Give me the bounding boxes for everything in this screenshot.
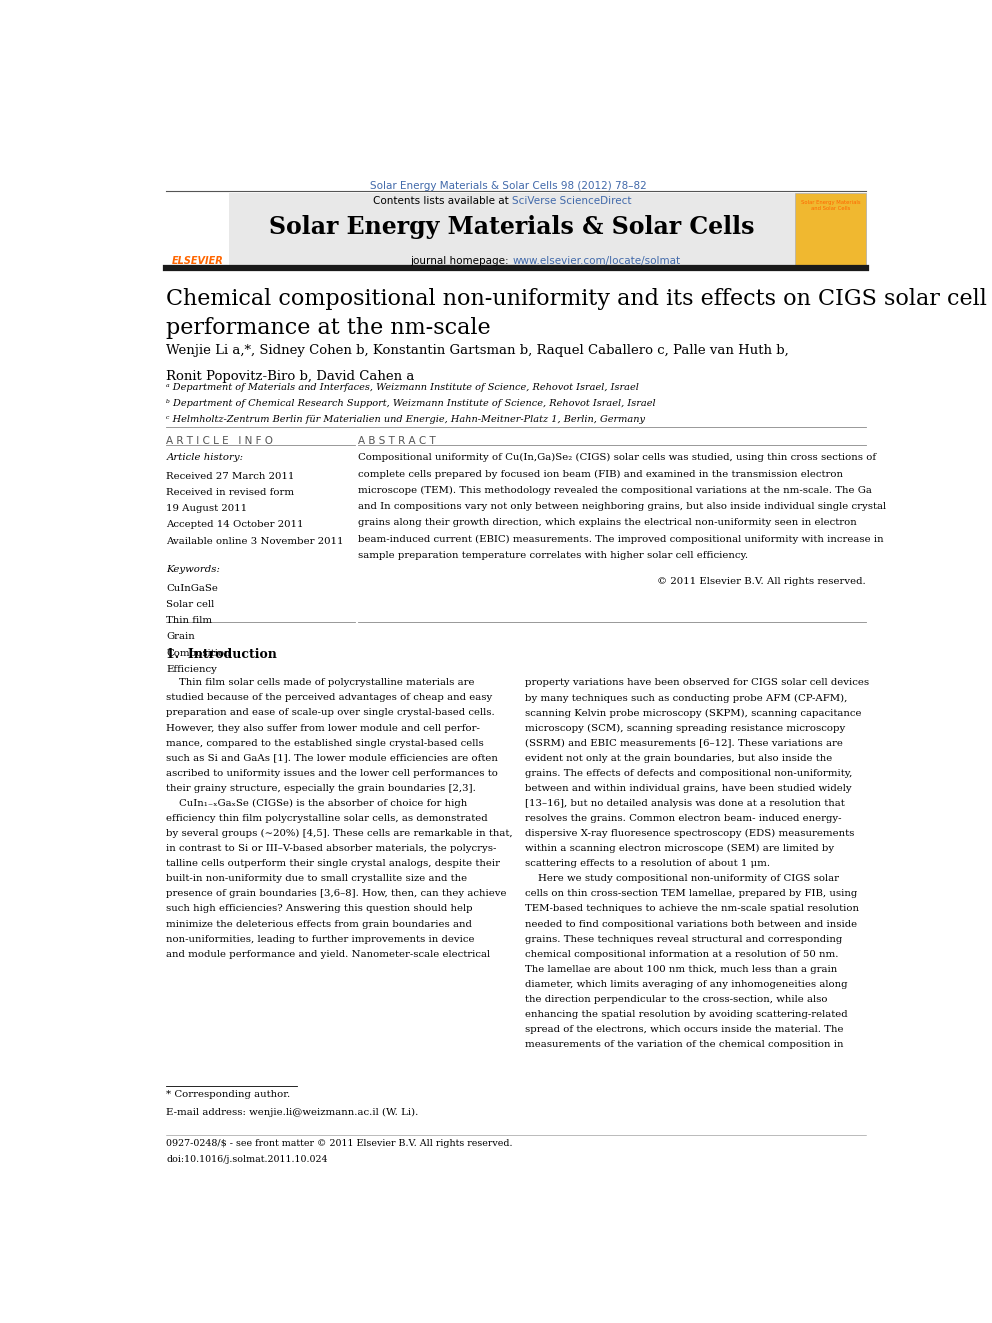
Text: grains along their growth direction, which explains the electrical non-uniformit: grains along their growth direction, whi… bbox=[358, 519, 857, 528]
Text: spread of the electrons, which occurs inside the material. The: spread of the electrons, which occurs in… bbox=[526, 1025, 844, 1035]
Text: ELSEVIER: ELSEVIER bbox=[172, 255, 223, 266]
Text: 0927-0248/$ - see front matter © 2011 Elsevier B.V. All rights reserved.: 0927-0248/$ - see front matter © 2011 El… bbox=[167, 1139, 513, 1148]
Bar bbox=[167, 193, 229, 266]
Text: mance, compared to the established single crystal-based cells: mance, compared to the established singl… bbox=[167, 738, 484, 747]
Text: Efficiency: Efficiency bbox=[167, 665, 217, 673]
Text: dispersive X-ray fluoresence spectroscopy (EDS) measurements: dispersive X-ray fluoresence spectroscop… bbox=[526, 830, 855, 839]
Text: Solar Energy Materials & Solar Cells 98 (2012) 78–82: Solar Energy Materials & Solar Cells 98 … bbox=[370, 181, 647, 191]
Text: ᵃ Department of Materials and Interfaces, Weizmann Institute of Science, Rehovot: ᵃ Department of Materials and Interfaces… bbox=[167, 382, 639, 392]
Bar bbox=[796, 193, 866, 266]
Text: CuIn₁₋ₓGaₓSe (CIGSe) is the absorber of choice for high: CuIn₁₋ₓGaₓSe (CIGSe) is the absorber of … bbox=[167, 799, 467, 808]
Text: sample preparation temperature correlates with higher solar cell efficiency.: sample preparation temperature correlate… bbox=[358, 550, 749, 560]
Text: resolves the grains. Common electron beam- induced energy-: resolves the grains. Common electron bea… bbox=[526, 814, 842, 823]
Text: Thin film solar cells made of polycrystalline materials are: Thin film solar cells made of polycrysta… bbox=[167, 679, 475, 688]
Text: minimize the deleterious effects from grain boundaries and: minimize the deleterious effects from gr… bbox=[167, 919, 472, 929]
Text: Contents lists available at: Contents lists available at bbox=[373, 196, 512, 206]
Text: beam-induced current (EBIC) measurements. The improved compositional uniformity : beam-induced current (EBIC) measurements… bbox=[358, 534, 884, 544]
Text: Chemical compositional non-uniformity and its effects on CIGS solar cell: Chemical compositional non-uniformity an… bbox=[167, 288, 987, 310]
Text: Accepted 14 October 2011: Accepted 14 October 2011 bbox=[167, 520, 304, 529]
Text: Composition: Composition bbox=[167, 648, 231, 658]
Text: preparation and ease of scale-up over single crystal-based cells.: preparation and ease of scale-up over si… bbox=[167, 708, 495, 717]
Text: between and within individual grains, have been studied widely: between and within individual grains, ha… bbox=[526, 783, 852, 792]
Text: Compositional uniformity of Cu(In,Ga)Se₂ (CIGS) solar cells was studied, using t: Compositional uniformity of Cu(In,Ga)Se₂… bbox=[358, 454, 877, 462]
Text: such as Si and GaAs [1]. The lower module efficiencies are often: such as Si and GaAs [1]. The lower modul… bbox=[167, 754, 498, 762]
Text: property variations have been observed for CIGS solar cell devices: property variations have been observed f… bbox=[526, 679, 869, 688]
Text: built-in non-uniformity due to small crystallite size and the: built-in non-uniformity due to small cry… bbox=[167, 875, 467, 884]
Text: microscope (TEM). This methodology revealed the compositional variations at the : microscope (TEM). This methodology revea… bbox=[358, 486, 872, 495]
Text: Solar Energy Materials & Solar Cells: Solar Energy Materials & Solar Cells bbox=[270, 214, 755, 238]
Text: Available online 3 November 2011: Available online 3 November 2011 bbox=[167, 537, 344, 545]
Text: The lamellae are about 100 nm thick, much less than a grain: The lamellae are about 100 nm thick, muc… bbox=[526, 964, 837, 974]
Text: needed to find compositional variations both between and inside: needed to find compositional variations … bbox=[526, 919, 857, 929]
Text: such high efficiencies? Answering this question should help: such high efficiencies? Answering this q… bbox=[167, 905, 473, 913]
Text: Article history:: Article history: bbox=[167, 454, 243, 462]
Text: in contrast to Si or III–V-based absorber materials, the polycrys-: in contrast to Si or III–V-based absorbe… bbox=[167, 844, 497, 853]
Text: performance at the nm-scale: performance at the nm-scale bbox=[167, 316, 491, 339]
Text: and In compositions vary not only between neighboring grains, but also inside in: and In compositions vary not only betwee… bbox=[358, 501, 887, 511]
Text: ᵇ Department of Chemical Research Support, Weizmann Institute of Science, Rehovo: ᵇ Department of Chemical Research Suppor… bbox=[167, 400, 656, 409]
Text: 1.  Introduction: 1. Introduction bbox=[167, 648, 277, 660]
Text: their grainy structure, especially the grain boundaries [2,3].: their grainy structure, especially the g… bbox=[167, 783, 476, 792]
Text: cells on thin cross-section TEM lamellae, prepared by FIB, using: cells on thin cross-section TEM lamellae… bbox=[526, 889, 857, 898]
Text: diameter, which limits averaging of any inhomogeneities along: diameter, which limits averaging of any … bbox=[526, 980, 848, 988]
Text: talline cells outperform their single crystal analogs, despite their: talline cells outperform their single cr… bbox=[167, 859, 500, 868]
Text: Solar cell: Solar cell bbox=[167, 599, 214, 609]
Text: efficiency thin film polycrystalline solar cells, as demonstrated: efficiency thin film polycrystalline sol… bbox=[167, 814, 488, 823]
Text: grains. These techniques reveal structural and corresponding: grains. These techniques reveal structur… bbox=[526, 934, 842, 943]
Text: 19 August 2011: 19 August 2011 bbox=[167, 504, 247, 513]
Text: studied because of the perceived advantages of cheap and easy: studied because of the perceived advanta… bbox=[167, 693, 493, 703]
Text: by many techniques such as conducting probe AFM (CP-AFM),: by many techniques such as conducting pr… bbox=[526, 693, 848, 703]
Text: non-uniformities, leading to further improvements in device: non-uniformities, leading to further imp… bbox=[167, 934, 475, 943]
Text: Here we study compositional non-uniformity of CIGS solar: Here we study compositional non-uniformi… bbox=[526, 875, 839, 884]
Text: evident not only at the grain boundaries, but also inside the: evident not only at the grain boundaries… bbox=[526, 754, 832, 762]
Text: microscopy (SCM), scanning spreading resistance microscopy: microscopy (SCM), scanning spreading res… bbox=[526, 724, 845, 733]
Text: A R T I C L E   I N F O: A R T I C L E I N F O bbox=[167, 435, 273, 446]
Text: E-mail address: wenjie.li@weizmann.ac.il (W. Li).: E-mail address: wenjie.li@weizmann.ac.il… bbox=[167, 1109, 419, 1118]
Text: Wenjie Li a,*, Sidney Cohen b, Konstantin Gartsman b, Raquel Caballero c, Palle : Wenjie Li a,*, Sidney Cohen b, Konstanti… bbox=[167, 344, 789, 357]
Text: scanning Kelvin probe microscopy (SKPM), scanning capacitance: scanning Kelvin probe microscopy (SKPM),… bbox=[526, 708, 862, 717]
Text: Thin film: Thin film bbox=[167, 617, 212, 626]
Text: journal homepage:: journal homepage: bbox=[411, 255, 512, 266]
Text: and module performance and yield. Nanometer-scale electrical: and module performance and yield. Nanome… bbox=[167, 950, 490, 959]
Text: by several groups (∼20%) [4,5]. These cells are remarkable in that,: by several groups (∼20%) [4,5]. These ce… bbox=[167, 830, 513, 839]
Text: the direction perpendicular to the cross-section, while also: the direction perpendicular to the cross… bbox=[526, 995, 827, 1004]
Text: CuInGaSe: CuInGaSe bbox=[167, 583, 218, 593]
Text: (SSRM) and EBIC measurements [6–12]. These variations are: (SSRM) and EBIC measurements [6–12]. The… bbox=[526, 738, 843, 747]
Text: grains. The effects of defects and compositional non-uniformity,: grains. The effects of defects and compo… bbox=[526, 769, 853, 778]
Text: presence of grain boundaries [3,6–8]. How, then, can they achieve: presence of grain boundaries [3,6–8]. Ho… bbox=[167, 889, 507, 898]
Text: Received in revised form: Received in revised form bbox=[167, 488, 295, 497]
Text: SciVerse ScienceDirect: SciVerse ScienceDirect bbox=[512, 196, 632, 206]
Text: Received 27 March 2011: Received 27 March 2011 bbox=[167, 471, 295, 480]
Text: TEM-based techniques to achieve the nm-scale spatial resolution: TEM-based techniques to achieve the nm-s… bbox=[526, 905, 859, 913]
Text: chemical compositional information at a resolution of 50 nm.: chemical compositional information at a … bbox=[526, 950, 839, 959]
Text: [13–16], but no detailed analysis was done at a resolution that: [13–16], but no detailed analysis was do… bbox=[526, 799, 845, 808]
Text: Solar Energy Materials
and Solar Cells: Solar Energy Materials and Solar Cells bbox=[801, 200, 860, 210]
Text: ᶜ Helmholtz-Zentrum Berlin für Materialien und Energie, Hahn-Meitner-Platz 1, Be: ᶜ Helmholtz-Zentrum Berlin für Materiali… bbox=[167, 415, 645, 425]
Text: However, they also suffer from lower module and cell perfor-: However, they also suffer from lower mod… bbox=[167, 724, 480, 733]
Text: © 2011 Elsevier B.V. All rights reserved.: © 2011 Elsevier B.V. All rights reserved… bbox=[657, 577, 866, 586]
Text: * Corresponding author.: * Corresponding author. bbox=[167, 1090, 291, 1099]
Bar bbox=[229, 193, 796, 266]
Text: measurements of the variation of the chemical composition in: measurements of the variation of the che… bbox=[526, 1040, 844, 1049]
Text: Ronit Popovitz-Biro b, David Cahen a: Ronit Popovitz-Biro b, David Cahen a bbox=[167, 369, 415, 382]
Text: doi:10.1016/j.solmat.2011.10.024: doi:10.1016/j.solmat.2011.10.024 bbox=[167, 1155, 327, 1164]
Text: Grain: Grain bbox=[167, 632, 195, 642]
Text: within a scanning electron microscope (SEM) are limited by: within a scanning electron microscope (S… bbox=[526, 844, 834, 853]
Text: Keywords:: Keywords: bbox=[167, 565, 220, 574]
Text: ascribed to uniformity issues and the lower cell performances to: ascribed to uniformity issues and the lo… bbox=[167, 769, 498, 778]
Text: scattering effects to a resolution of about 1 μm.: scattering effects to a resolution of ab… bbox=[526, 859, 771, 868]
Text: enhancing the spatial resolution by avoiding scattering-related: enhancing the spatial resolution by avoi… bbox=[526, 1009, 848, 1019]
Text: www.elsevier.com/locate/solmat: www.elsevier.com/locate/solmat bbox=[512, 255, 681, 266]
Text: complete cells prepared by focused ion beam (FIB) and examined in the transmissi: complete cells prepared by focused ion b… bbox=[358, 470, 843, 479]
Text: A B S T R A C T: A B S T R A C T bbox=[358, 435, 436, 446]
